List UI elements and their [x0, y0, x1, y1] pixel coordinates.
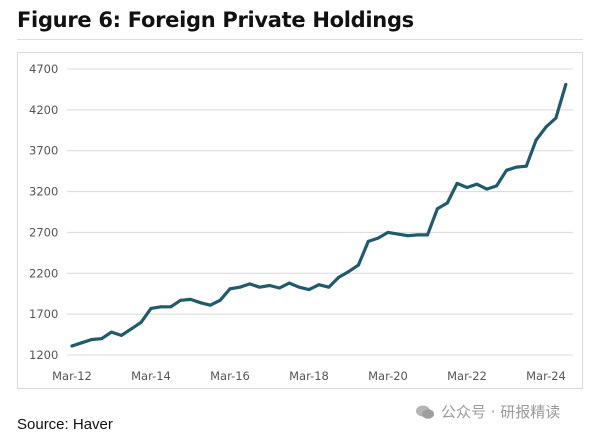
y-tick-label: 1200: [29, 348, 58, 362]
data-point: [80, 341, 84, 345]
line-chart: 1200 1700 2200 2700 3200 3700 4200 4700 Mar-12 Ma…: [29, 62, 573, 383]
wechat-icon: [416, 405, 434, 419]
x-tick-label: Mar-18: [289, 369, 329, 383]
y-tick-label: 2200: [29, 266, 58, 280]
y-tick-label: 4700: [29, 62, 58, 76]
data-point: [307, 288, 311, 292]
data-point: [366, 239, 370, 243]
data-point: [218, 298, 222, 302]
data-point: [376, 236, 380, 240]
data-point: [554, 116, 558, 120]
data-point: [139, 320, 143, 324]
data-point: [110, 330, 113, 334]
y-tick-label: 1700: [29, 307, 58, 321]
data-point: [179, 298, 183, 302]
data-point: [485, 187, 489, 191]
title-divider: [17, 39, 583, 40]
source-note: Source: Haver: [17, 416, 113, 433]
data-point: [149, 306, 153, 310]
data-point: [465, 185, 469, 189]
x-tick-label: Mar-16: [210, 369, 250, 383]
series-line: [70, 82, 568, 348]
data-point: [455, 181, 459, 185]
data-point: [524, 164, 528, 168]
data-point: [435, 207, 439, 211]
data-point: [406, 234, 410, 238]
chart-title: Figure 6: Foreign Private Holdings: [17, 8, 414, 32]
data-point: [159, 305, 163, 309]
data-point: [514, 165, 518, 169]
data-point: [426, 233, 429, 237]
data-point: [268, 284, 271, 288]
data-point: [228, 287, 232, 291]
data-point: [396, 232, 400, 236]
data-point: [347, 270, 350, 274]
data-point: [277, 286, 281, 290]
data-point: [198, 301, 202, 305]
data-point: [297, 285, 301, 289]
data-point: [475, 182, 479, 186]
x-tick-label: Mar-14: [131, 369, 171, 383]
data-point: [495, 184, 499, 188]
y-tick-label: 2700: [29, 225, 58, 239]
data-point: [169, 305, 173, 309]
data-point: [119, 333, 123, 337]
data-point: [258, 285, 262, 289]
data-point: [445, 201, 449, 205]
data-point: [416, 233, 420, 237]
data-point: [337, 275, 341, 279]
data-point: [208, 303, 212, 307]
chart-frame: 1200 1700 2200 2700 3200 3700 4200 4700 Mar-12 Ma…: [17, 52, 583, 389]
y-tick-label: 4200: [29, 103, 58, 117]
data-point: [505, 168, 508, 172]
x-tick-label: Mar-24: [526, 369, 566, 383]
data-point: [327, 285, 331, 289]
data-point: [534, 138, 538, 142]
data-point: [386, 230, 390, 234]
y-tick-label: 3200: [29, 185, 58, 199]
data-point: [70, 344, 74, 348]
watermark-text: 公众号 · 研报精读: [441, 403, 561, 421]
data-point: [356, 263, 360, 267]
data-point: [90, 337, 94, 341]
x-tick-label: Mar-12: [52, 369, 92, 383]
data-point: [287, 281, 291, 285]
x-tick-label: Mar-22: [447, 369, 487, 383]
data-point: [564, 83, 568, 87]
data-point: [129, 327, 133, 331]
data-point: [189, 297, 192, 301]
data-point: [317, 283, 321, 287]
data-point: [238, 285, 242, 289]
data-point: [544, 125, 548, 129]
data-point: [100, 337, 104, 341]
x-tick-label: Mar-20: [368, 369, 408, 383]
data-point: [248, 282, 252, 286]
y-tick-label: 3700: [29, 144, 58, 158]
watermark: 公众号 · 研报精读: [415, 401, 560, 422]
